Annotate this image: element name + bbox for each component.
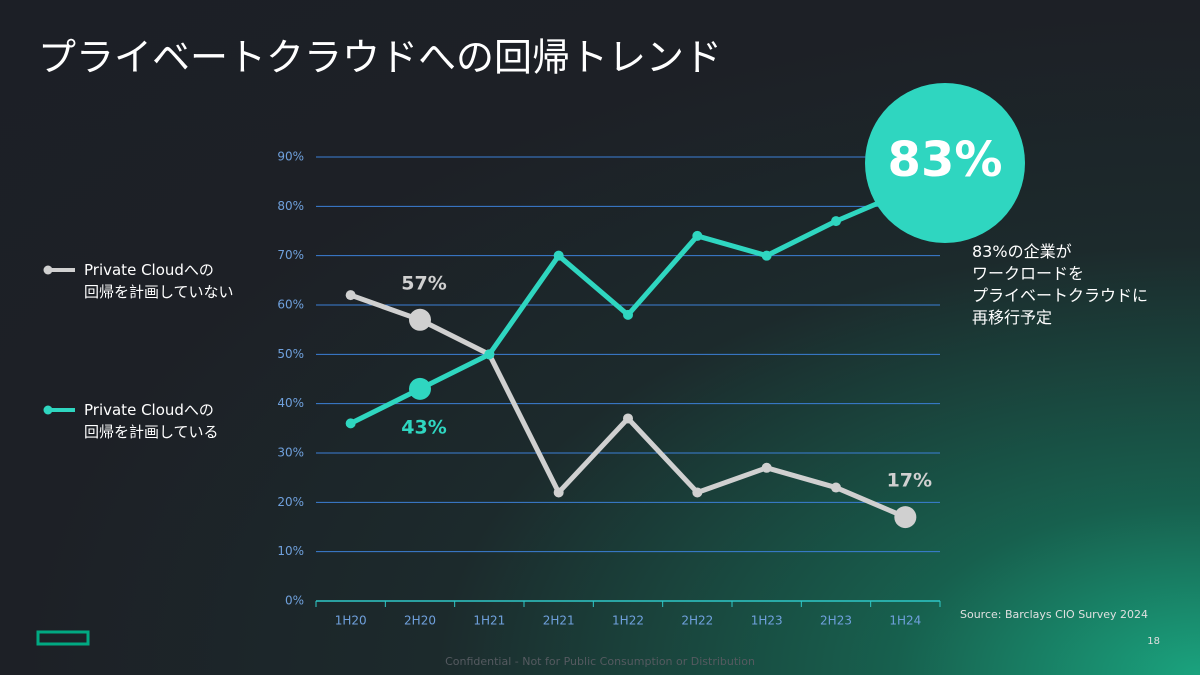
data-point bbox=[623, 413, 633, 424]
data-point bbox=[484, 349, 495, 360]
data-label: 57% bbox=[401, 272, 446, 294]
x-tick-label: 2H21 bbox=[543, 614, 575, 628]
data-point bbox=[345, 418, 356, 429]
x-tick-label: 2H22 bbox=[681, 614, 713, 628]
data-point bbox=[894, 506, 917, 529]
data-label: 43% bbox=[401, 416, 446, 438]
y-tick-label: 80% bbox=[277, 199, 304, 213]
y-tick-label: 10% bbox=[277, 544, 304, 558]
x-tick-label: 1H22 bbox=[612, 614, 644, 628]
data-point bbox=[831, 482, 841, 493]
legend-label: Private Cloudへの回帰を計画していない bbox=[84, 261, 234, 301]
callout-circle bbox=[865, 83, 1025, 243]
data-point bbox=[692, 230, 703, 241]
x-tick-label: 2H23 bbox=[820, 614, 852, 628]
legend-swatch-dot bbox=[43, 265, 53, 275]
y-tick-label: 50% bbox=[277, 347, 304, 361]
confidential: Confidential - Not for Public Consumptio… bbox=[445, 655, 755, 668]
legend-swatch-dot bbox=[43, 405, 53, 415]
logo bbox=[36, 630, 90, 646]
data-point bbox=[553, 250, 564, 261]
data-point bbox=[761, 250, 772, 261]
annotation: 83%の企業がワークロードをプライベートクラウドに再移行予定 bbox=[972, 242, 1148, 327]
y-tick-label: 90% bbox=[277, 150, 304, 164]
y-tick-label: 70% bbox=[277, 248, 304, 262]
data-label: 17% bbox=[887, 470, 932, 492]
y-tick-label: 20% bbox=[277, 495, 304, 509]
data-point bbox=[692, 487, 703, 498]
y-tick-label: 40% bbox=[277, 396, 304, 410]
data-point bbox=[831, 216, 841, 227]
y-tick-label: 30% bbox=[277, 446, 304, 460]
x-tick-label: 2H20 bbox=[404, 614, 436, 628]
page-number: 18 bbox=[1147, 636, 1160, 647]
x-tick-label: 1H21 bbox=[473, 614, 505, 628]
series-line bbox=[349, 292, 907, 520]
y-tick-label: 0% bbox=[285, 594, 304, 608]
x-tick-label: 1H20 bbox=[335, 614, 367, 628]
y-tick-label: 60% bbox=[277, 298, 304, 312]
x-tick-label: 1H24 bbox=[889, 614, 921, 628]
data-point bbox=[345, 290, 356, 301]
data-point bbox=[409, 308, 431, 331]
data-point bbox=[761, 462, 772, 473]
source: Source: Barclays CIO Survey 2024 bbox=[960, 608, 1148, 621]
data-point bbox=[409, 377, 431, 400]
callout-label: 83% bbox=[888, 132, 1003, 188]
data-point bbox=[623, 309, 633, 320]
data-point bbox=[553, 487, 564, 498]
x-tick-label: 1H23 bbox=[751, 614, 783, 628]
legend-label: Private Cloudへの回帰を計画している bbox=[84, 401, 219, 441]
slide-title: プライベートクラウドへの回帰トレンド bbox=[38, 36, 722, 80]
series-line bbox=[349, 189, 907, 426]
